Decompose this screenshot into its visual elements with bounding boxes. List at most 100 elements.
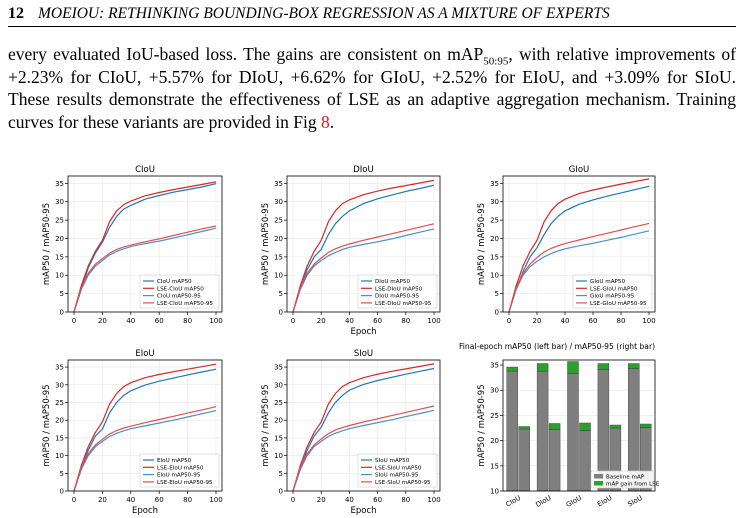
figure-reference-link[interactable]: 8 (320, 111, 330, 132)
legend-label: LSE-CIoU mAP50-95 (157, 301, 213, 307)
plot-frame (286, 359, 441, 492)
y-tick-label: 10 (274, 452, 283, 460)
series-line-2 (292, 409, 435, 492)
bar-gain (640, 423, 652, 428)
y-tick-label: 30 (490, 387, 499, 395)
x-tick-label: DIoU (534, 494, 552, 509)
series-line-2 (292, 228, 435, 313)
series-line-1 (73, 181, 217, 313)
paragraph-text-1: every evaluated IoU-based loss. The gain… (8, 44, 484, 64)
x-tick-label: 40 (126, 317, 135, 325)
y-tick-label: 35 (490, 180, 499, 188)
series-line-3 (292, 223, 435, 313)
y-tick-label: 25 (274, 217, 283, 225)
y-tick-label: 0 (60, 309, 64, 317)
x-tick-label: 40 (345, 317, 354, 325)
running-header: 12 MOEIOU: RETHINKING BOUNDING-BOX REGRE… (8, 2, 736, 27)
series-line-0 (73, 183, 217, 313)
line-chart-giou: 0 20 40 60 80 100 0 5 10 15 20 25 30 35 GIoU mAP50 / mA… (477, 165, 656, 325)
x-axis-label: Epoch (350, 506, 376, 516)
legend-label: LSE-GIoU mAP50 (590, 286, 638, 292)
bar-gain (567, 361, 579, 374)
y-tick-label: 0 (495, 309, 499, 317)
y-tick-label: 35 (55, 180, 64, 188)
chart-title: SIoU (354, 349, 373, 359)
legend-label: SIoU mAP50 (375, 458, 410, 464)
y-tick-label: 15 (55, 434, 64, 442)
series-line-3 (73, 225, 217, 313)
legend-label: LSE-EIoU mAP50 (157, 465, 204, 471)
line-chart-ciou: 0 20 40 60 80 100 0 5 10 15 20 25 30 35 CIoU mAP50 / mA… (42, 165, 223, 325)
legend-label: LSE-SIoU mAP50 (375, 465, 422, 471)
y-axis-label: mAP50 / mAP50-95 (42, 203, 52, 285)
page-number: 12 (8, 5, 24, 22)
bar-gain (628, 363, 640, 369)
x-tick-label: 100 (209, 317, 222, 325)
series-line-1 (508, 178, 650, 313)
y-tick-label: 35 (274, 180, 283, 188)
legend-label: LSE-EIoU mAP50-95 (157, 480, 213, 486)
series-line-2 (508, 230, 650, 313)
x-tick-label: 60 (373, 496, 382, 504)
x-tick-label: 100 (209, 496, 222, 504)
bar-chart-final-epoch: CIoU DIoU GIoU EIoU SIoU 10 15 20 25 30 35 Final-ep… (459, 342, 660, 509)
x-axis-label: Epoch (350, 327, 376, 337)
x-axis-label: Epoch (132, 506, 158, 516)
x-tick-label: CIoU (504, 494, 522, 509)
series-line-2 (73, 410, 217, 492)
y-tick-label: 0 (279, 488, 283, 496)
y-tick-label: 30 (274, 198, 283, 206)
x-tick-label: 0 (507, 317, 511, 325)
legend-label: LSE-DIoU mAP50 (375, 286, 423, 292)
series-line-0 (292, 367, 435, 492)
paragraph-subscript: 50:95 (483, 55, 509, 68)
legend-swatch (594, 474, 603, 479)
x-tick-label: 80 (183, 496, 192, 504)
bar-baseline (567, 373, 579, 492)
paragraph-text-3: . (329, 111, 335, 132)
legend-label: Baseline mAP (606, 474, 645, 480)
y-tick-label: 20 (274, 235, 283, 243)
chart-title: Final-epoch mAP50 (left bar) / mAP50-95 … (459, 342, 655, 351)
y-axis-label: mAP50 / mAP50-95 (477, 384, 487, 466)
y-tick-label: 20 (274, 417, 283, 425)
x-tick-label: 20 (98, 496, 107, 504)
bar-gain (536, 363, 549, 372)
paragraph-text-2: , with relative improvements of +2.23% f… (8, 44, 736, 132)
x-tick-label: 60 (589, 317, 598, 325)
plot-frame (67, 175, 223, 313)
x-tick-label: 0 (291, 496, 295, 504)
legend-box (590, 470, 654, 489)
bar-gain (579, 422, 591, 431)
y-tick-label: 20 (490, 235, 499, 243)
line-chart-eiou: 0 20 40 60 80 100 0 5 10 15 20 25 30 35 EIoU mAP50 / mA… (42, 349, 223, 516)
y-tick-label: 5 (279, 290, 283, 298)
line-chart-siou: 0 20 40 60 80 100 0 5 10 15 20 25 30 35 SIoU mAP50 / mA… (261, 349, 441, 516)
plot-frame (502, 359, 656, 492)
x-tick-label: EIoU (596, 494, 613, 509)
x-tick-label: 0 (291, 317, 295, 325)
bar-baseline (579, 430, 591, 492)
legend-label: EIoU mAP50-95 (157, 473, 201, 479)
plot-frame (502, 175, 656, 313)
bar-baseline (518, 428, 530, 492)
x-tick-label: SIoU (626, 494, 643, 509)
series-line-1 (292, 363, 435, 492)
legend-label: CIoU mAP50-95 (157, 294, 201, 300)
y-tick-label: 25 (55, 217, 64, 225)
y-tick-label: 5 (60, 470, 64, 478)
x-tick-label: 20 (317, 496, 326, 504)
y-tick-label: 15 (274, 253, 283, 261)
legend-label: DIoU mAP50 (375, 279, 410, 285)
x-tick-label: 20 (98, 317, 107, 325)
legend-label: SIoU mAP50-95 (375, 473, 419, 479)
series-line-0 (508, 185, 650, 313)
y-tick-label: 10 (490, 272, 499, 280)
bar-gain (518, 426, 530, 430)
bar-baseline (506, 370, 518, 492)
series-line-0 (292, 184, 435, 313)
legend-label: LSE-GIoU mAP50-95 (590, 301, 647, 307)
